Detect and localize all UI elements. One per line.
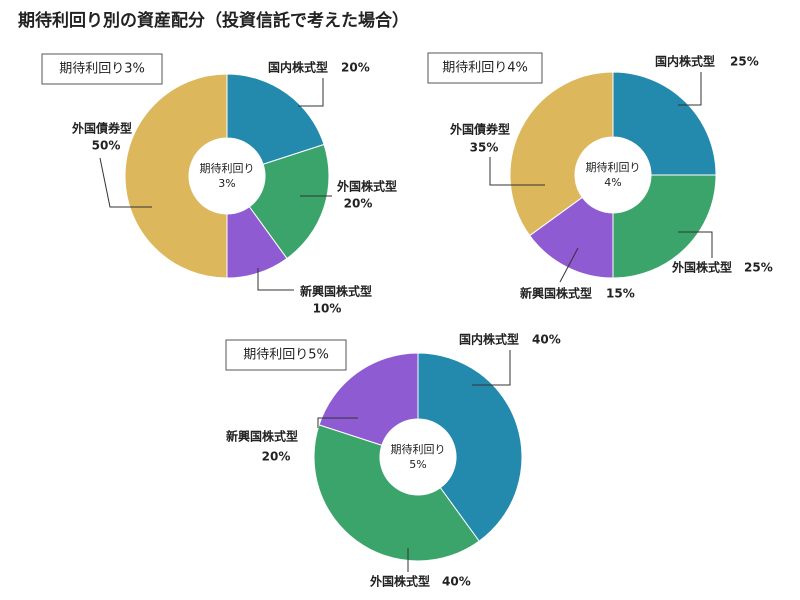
center-label: 期待利回り xyxy=(391,442,446,456)
center-label: 5% xyxy=(409,458,426,471)
value-label: 25% xyxy=(744,261,773,275)
value-label: 40% xyxy=(442,575,471,589)
leader-line xyxy=(559,247,579,283)
category-label: 国内株式型 xyxy=(655,54,715,69)
leader-line xyxy=(317,417,358,428)
category-label: 新興国株式型 xyxy=(226,429,298,444)
center-label: 3% xyxy=(218,177,235,190)
category-label: 国内株式型 xyxy=(268,60,328,75)
value-label: 20% xyxy=(262,450,291,464)
center-label: 4% xyxy=(604,176,621,189)
leader-line xyxy=(678,72,702,106)
value-label: 50% xyxy=(92,139,121,153)
donut-hole xyxy=(380,419,456,495)
category-label: 外国株式型 xyxy=(370,574,430,589)
leader-line xyxy=(99,157,152,208)
category-label: 外国株式型 xyxy=(672,260,732,275)
category-label: 外国株式型 xyxy=(337,179,397,194)
label-box xyxy=(427,52,543,84)
donut-hole xyxy=(575,137,651,213)
category-label: 新興国株式型 xyxy=(300,284,372,299)
value-label: 35% xyxy=(470,141,499,155)
value-label: 20% xyxy=(344,197,373,211)
category-label: 外国債券型 xyxy=(450,122,510,137)
page-title: 期待利回り別の資産配分（投資信託で考えた場合） xyxy=(18,10,409,31)
leader-line xyxy=(489,157,545,186)
value-label: 10% xyxy=(313,302,342,316)
label-box xyxy=(225,339,347,371)
leader-line xyxy=(298,78,324,107)
category-label: 国内株式型 xyxy=(459,332,519,347)
value-label: 40% xyxy=(532,333,561,347)
category-label: 新興国株式型 xyxy=(520,286,592,301)
center-label: 期待利回り xyxy=(200,161,255,175)
leader-line xyxy=(472,350,511,386)
box-label: 期待利回り3% xyxy=(59,62,145,77)
leader-line xyxy=(257,268,294,291)
donut-hole xyxy=(189,138,265,214)
leader-line xyxy=(678,231,713,258)
box-label: 期待利回り4% xyxy=(442,61,528,76)
box-label: 期待利回り5% xyxy=(243,348,329,363)
value-label: 20% xyxy=(341,61,370,75)
center-label: 期待利回り xyxy=(586,160,641,174)
value-label: 25% xyxy=(730,55,759,69)
value-label: 15% xyxy=(606,287,635,301)
category-label: 外国債券型 xyxy=(72,121,132,136)
label-box xyxy=(41,53,163,85)
